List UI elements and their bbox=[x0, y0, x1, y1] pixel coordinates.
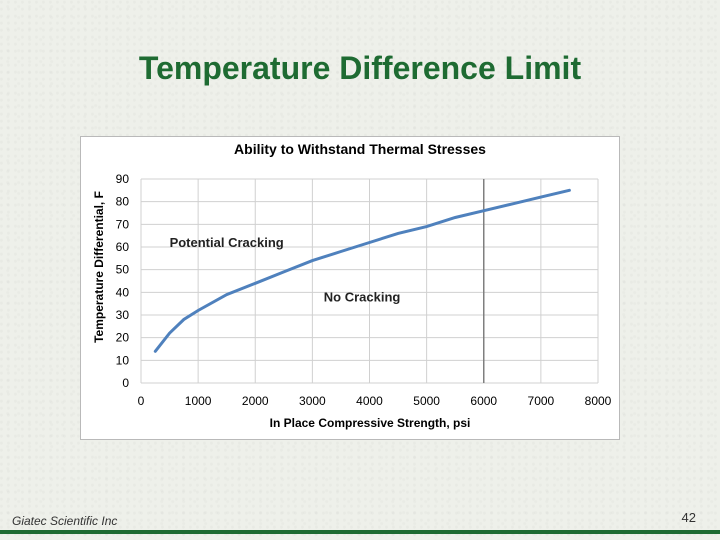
y-tick-label: 90 bbox=[116, 172, 130, 186]
x-tick-label: 0 bbox=[138, 394, 145, 408]
y-tick-label: 0 bbox=[122, 376, 129, 390]
y-tick-label: 60 bbox=[116, 240, 130, 254]
x-axis-label: In Place Compressive Strength, psi bbox=[270, 416, 471, 430]
chart-svg: 0 1000 2000 3000 4000 5000 6000 7000 8000 0 10 20 3… bbox=[92, 141, 612, 430]
y-tick-label: 70 bbox=[116, 217, 130, 231]
y-tick-label: 40 bbox=[116, 285, 130, 299]
x-tick-label: 4000 bbox=[356, 394, 383, 408]
grid-vertical bbox=[140, 179, 599, 383]
chart-title: Ability to Withstand Thermal Stresses bbox=[234, 141, 486, 157]
y-tick-label: 10 bbox=[116, 353, 130, 367]
footer-company: Giatec Scientific Inc bbox=[12, 514, 118, 528]
y-tick-label: 50 bbox=[116, 263, 130, 277]
chart-frame: 0 1000 2000 3000 4000 5000 6000 7000 8000 0 10 20 3… bbox=[80, 136, 620, 440]
annotations: Potential Cracking No Cracking bbox=[170, 235, 401, 304]
y-tick-labels: 0 10 20 30 40 50 60 70 80 90 bbox=[116, 172, 130, 390]
x-tick-label: 1000 bbox=[185, 394, 212, 408]
x-tick-labels: 0 1000 2000 3000 4000 5000 6000 7000 8000 bbox=[138, 394, 612, 408]
series-line bbox=[153, 188, 571, 353]
grid-horizontal bbox=[141, 178, 598, 384]
x-tick-label: 3000 bbox=[299, 394, 326, 408]
y-tick-label: 20 bbox=[116, 331, 130, 345]
x-tick-label: 8000 bbox=[585, 394, 612, 408]
footer-bar bbox=[0, 530, 720, 534]
page-number: 42 bbox=[681, 510, 696, 525]
x-tick-label: 6000 bbox=[470, 394, 497, 408]
x-tick-label: 2000 bbox=[242, 394, 269, 408]
x-tick-label: 7000 bbox=[528, 394, 555, 408]
annotation-label: Potential Cracking bbox=[170, 235, 284, 250]
y-tick-label: 30 bbox=[116, 308, 130, 322]
slide-title: Temperature Difference Limit bbox=[138, 50, 582, 86]
y-tick-label: 80 bbox=[116, 195, 130, 209]
annotation-label: No Cracking bbox=[324, 289, 401, 304]
y-axis-label: Temperature Differential, F bbox=[92, 191, 106, 343]
x-tick-label: 5000 bbox=[413, 394, 440, 408]
